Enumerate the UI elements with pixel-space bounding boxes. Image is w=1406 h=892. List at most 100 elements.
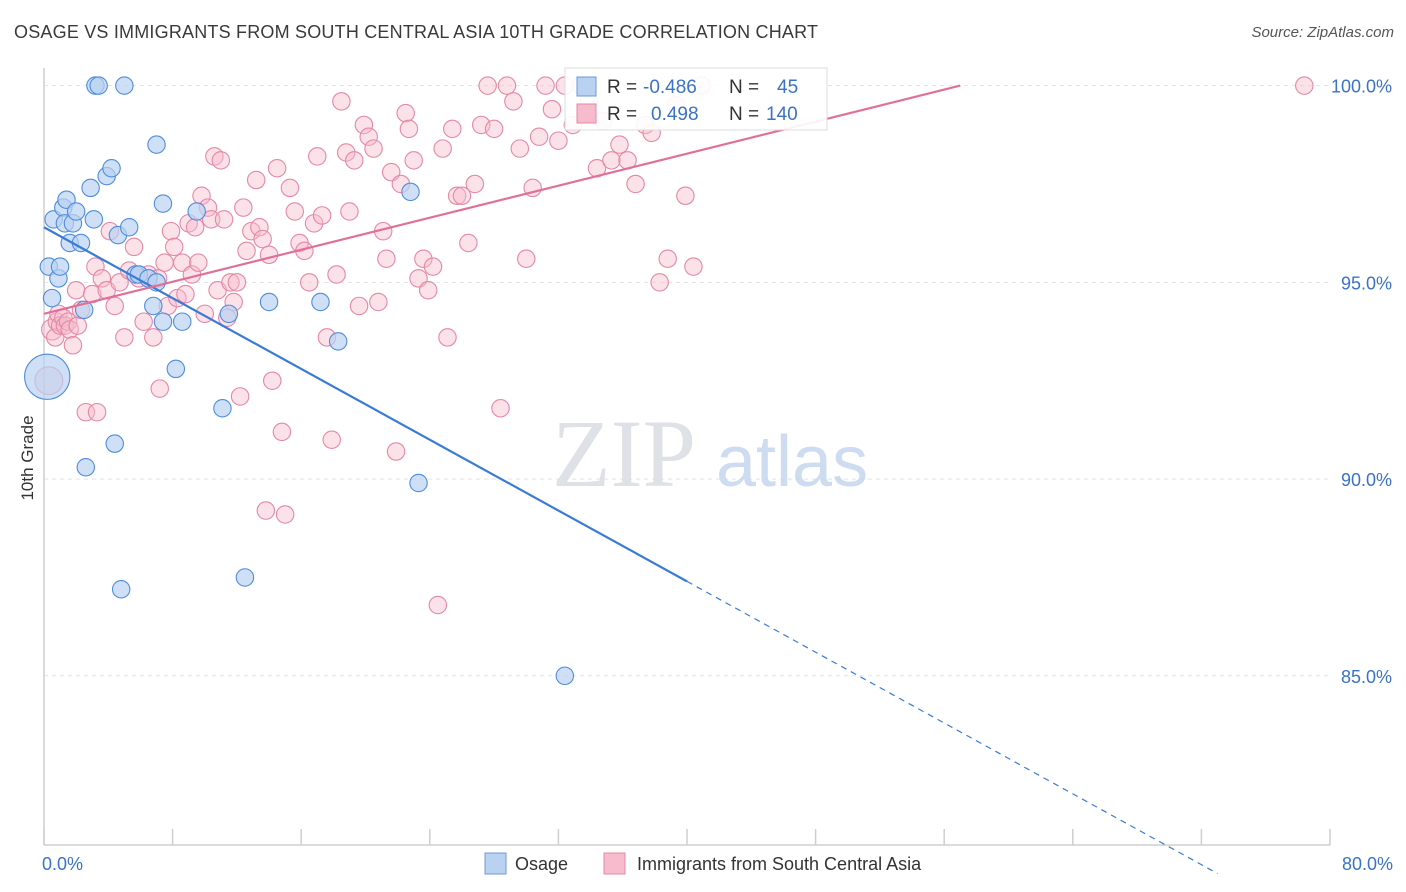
osage-point xyxy=(409,473,428,493)
immigrants-point xyxy=(246,170,266,190)
immigrants-point xyxy=(650,273,669,292)
osage-point xyxy=(235,568,255,587)
immigrants-point xyxy=(68,316,88,335)
immigrants-point xyxy=(227,273,247,292)
immigrants-point xyxy=(386,442,406,461)
immigrants-point xyxy=(349,296,369,316)
osage-point xyxy=(187,202,206,221)
immigrants-point xyxy=(1295,76,1314,95)
stats-r-value-1: -0.486 xyxy=(643,77,697,98)
immigrants-point xyxy=(443,119,462,139)
immigrants-point xyxy=(452,186,472,206)
osage-point xyxy=(84,210,104,229)
immigrants-point xyxy=(433,139,452,158)
stats-r-label-2: R = xyxy=(607,104,637,125)
osage-point xyxy=(105,434,124,453)
immigrants-point xyxy=(610,135,629,154)
immigrants-point xyxy=(484,119,504,139)
stats-swatch-immigrants xyxy=(576,103,597,124)
immigrants-point xyxy=(404,151,423,170)
immigrants-point xyxy=(465,174,485,194)
osage-point xyxy=(42,288,62,308)
legend-label-osage: Osage xyxy=(515,854,568,874)
immigrants-point xyxy=(423,257,443,276)
stats-r-value-2: 0.498 xyxy=(651,104,699,125)
immigrants-point xyxy=(176,284,195,304)
osage-point xyxy=(50,257,70,276)
osage-point xyxy=(147,135,166,154)
immigrants-point xyxy=(155,253,174,272)
immigrants-point xyxy=(299,273,319,292)
immigrants-point xyxy=(221,273,240,292)
immigrants-point xyxy=(322,430,341,449)
immigrants-point xyxy=(336,143,356,162)
osage-point xyxy=(153,312,173,331)
immigrants-point xyxy=(438,328,457,347)
immigrants-point xyxy=(658,249,677,268)
chart-title: OSAGE VS IMMIGRANTS FROM SOUTH CENTRAL A… xyxy=(14,22,819,42)
y-tick-label: 100.0% xyxy=(1331,77,1392,97)
immigrants-point xyxy=(504,92,523,111)
y-tick-label: 90.0% xyxy=(1341,470,1392,490)
immigrants-point xyxy=(272,422,292,442)
immigrants-point xyxy=(497,76,517,95)
immigrants-point xyxy=(418,280,438,300)
immigrants-point xyxy=(478,76,497,95)
immigrants-point xyxy=(280,178,300,198)
osage-point xyxy=(111,580,131,599)
osage-point xyxy=(401,182,420,202)
immigrants-point xyxy=(234,198,253,217)
immigrants-point xyxy=(447,186,467,206)
immigrants-point xyxy=(201,210,221,229)
immigrants-point xyxy=(63,336,83,355)
osage-point xyxy=(311,292,330,312)
immigrants-point xyxy=(359,127,378,147)
immigrants-point xyxy=(275,505,295,524)
series-legend: Osage Immigrants from South Central Asia xyxy=(484,852,922,875)
immigrants-point xyxy=(105,296,124,316)
stats-n-value-2: 140 xyxy=(766,104,798,125)
immigrants-point xyxy=(369,292,388,312)
osage-point xyxy=(219,304,239,324)
immigrants-point xyxy=(340,202,359,221)
legend-swatch-osage xyxy=(484,852,507,875)
series-osage-points xyxy=(24,76,575,686)
immigrants-point xyxy=(237,241,256,261)
immigrants-point xyxy=(377,249,396,268)
osage-point xyxy=(81,178,100,198)
stats-r-label-1: R = xyxy=(607,77,637,98)
chart-source: Source: ZipAtlas.com xyxy=(1251,24,1394,41)
osage-point xyxy=(144,296,163,316)
watermark-atlas: atlas xyxy=(716,422,868,502)
immigrants-point xyxy=(259,245,279,265)
watermark: ZIP atlas xyxy=(552,400,868,507)
immigrants-point xyxy=(332,92,351,111)
immigrants-point xyxy=(428,595,448,615)
osage-point xyxy=(71,233,91,253)
immigrants-point xyxy=(304,214,324,233)
immigrants-point xyxy=(92,269,112,288)
immigrants-point xyxy=(396,103,415,123)
immigrants-point xyxy=(285,202,305,221)
immigrants-point xyxy=(124,237,144,257)
y-axis-label: 10th Grade xyxy=(18,415,37,500)
immigrants-point xyxy=(536,76,555,95)
osage-point xyxy=(89,76,108,95)
immigrants-point xyxy=(185,218,205,237)
osage-point xyxy=(172,312,192,331)
immigrants-point xyxy=(250,218,269,237)
x-tick-label-max: 80.0% xyxy=(1342,854,1393,874)
stats-legend: R = -0.486 N = 45 R = 0.498 N = 140 xyxy=(564,67,828,131)
immigrants-point xyxy=(414,249,433,268)
immigrants-point xyxy=(230,387,250,406)
immigrants-point xyxy=(312,206,332,225)
immigrants-point xyxy=(399,119,419,139)
osage-trend-extension xyxy=(686,580,1218,875)
immigrants-point xyxy=(684,257,703,276)
immigrants-point xyxy=(626,174,645,194)
osage-point xyxy=(115,76,134,95)
legend-swatch-immigrants xyxy=(603,852,626,875)
immigrants-point xyxy=(253,229,272,249)
immigrants-point xyxy=(308,147,327,166)
